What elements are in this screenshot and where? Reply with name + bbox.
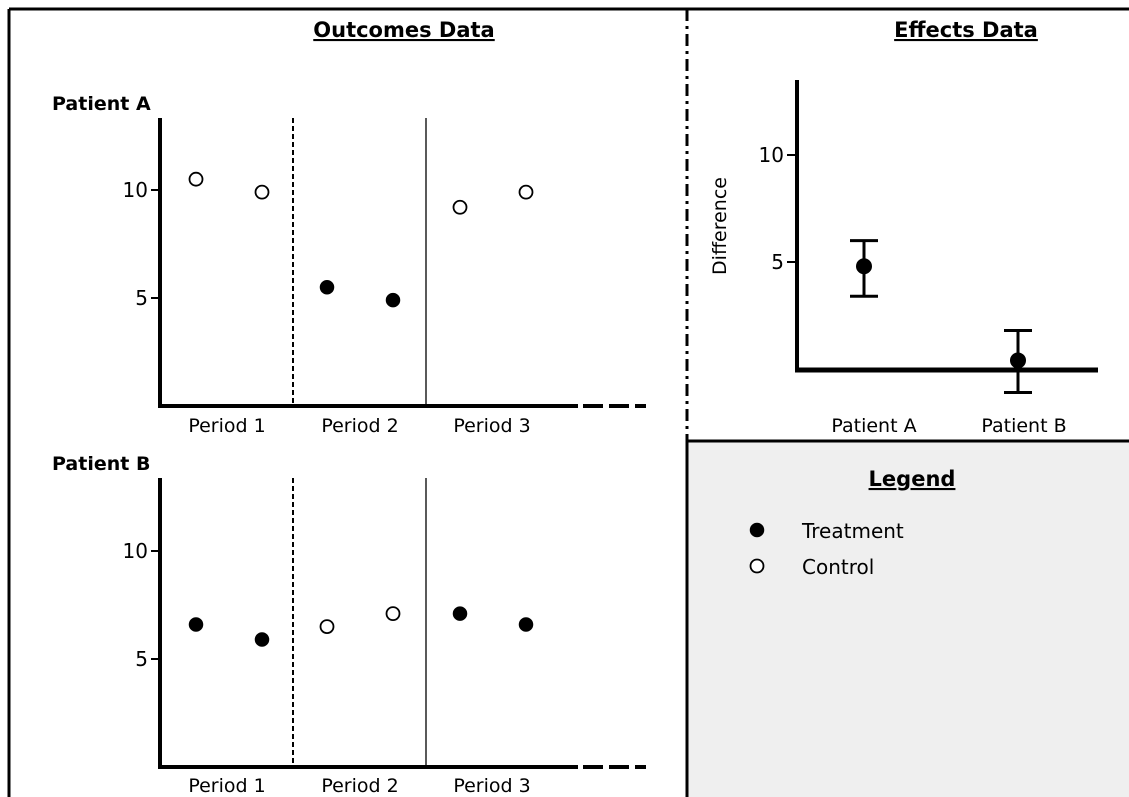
patient-a-treatment-point [319, 279, 335, 295]
effects-category-label-b: Patient B [981, 415, 1066, 437]
patient-b-period-2-label: Period 2 [321, 775, 398, 797]
patient-a-label: Patient A [52, 93, 151, 115]
effects-tick-label-5: 5 [771, 250, 784, 274]
effect-point-a [856, 258, 872, 275]
patient-b-tick-label-5: 5 [135, 647, 148, 671]
patient-a-outcomes-plot: Patient A 10 5 Period 1 Period 2 Period … [52, 93, 646, 437]
patient-a-control-point [254, 184, 270, 200]
panel-borders [7, 7, 1129, 797]
patient-b-points [188, 606, 534, 647]
outcomes-title: Outcomes Data [313, 18, 494, 42]
legend-control-marker [749, 558, 765, 574]
patient-b-label: Patient B [52, 453, 150, 475]
patient-a-treatment-point [385, 292, 401, 308]
effects-category-label-a: Patient A [831, 415, 916, 437]
patient-b-period-1-label: Period 1 [188, 775, 265, 797]
patient-b-treatment-point [452, 606, 468, 621]
patient-a-period-1-label: Period 1 [188, 415, 265, 437]
patient-b-control-point [319, 619, 335, 634]
patient-b-treatment-point [188, 617, 204, 632]
legend-treatment-marker [749, 522, 765, 538]
patient-a-tick-label-5: 5 [135, 286, 148, 310]
patient-a-period-3-label: Period 3 [453, 415, 530, 437]
patient-b-treatment-point [254, 632, 270, 647]
patient-b-treatment-point [518, 617, 534, 632]
patient-a-tick-label-10: 10 [123, 178, 148, 202]
patient-a-control-point [452, 199, 468, 215]
patient-a-points [188, 171, 534, 308]
patient-a-control-point [518, 184, 534, 200]
effects-y-axis-label: Difference [709, 177, 731, 275]
legend: Legend Treatment Control [749, 467, 956, 579]
patient-b-period-3-label: Period 3 [453, 775, 530, 797]
effects-plot: 10 5 Difference Patient A Patient B [709, 80, 1098, 437]
patient-b-outcomes-plot: Patient B 10 5 Period 1 Period 2 Period … [52, 453, 646, 797]
effects-tick-label-10: 10 [759, 143, 784, 167]
legend-control-label: Control [802, 555, 874, 579]
effects-marks [850, 239, 1032, 395]
patient-b-tick-label-10: 10 [123, 539, 148, 563]
legend-title: Legend [869, 467, 956, 491]
legend-treatment-label: Treatment [801, 519, 904, 543]
legend-panel-background [687, 441, 1129, 797]
patient-a-control-point [188, 171, 204, 187]
effect-point-b [1010, 352, 1026, 369]
patient-b-control-point [385, 606, 401, 622]
patient-a-period-2-label: Period 2 [321, 415, 398, 437]
effects-title: Effects Data [894, 18, 1038, 42]
